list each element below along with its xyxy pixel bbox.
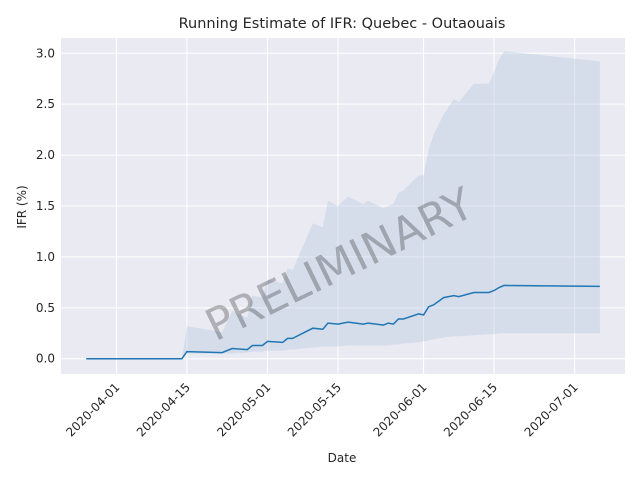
y-tick-label: 2.0 [36,148,55,162]
y-axis-ticks: 0.0 0.5 1.0 1.5 2.0 2.5 3.0 [36,46,55,365]
y-axis-label: IFR (%) [15,185,29,228]
y-tick-label: 3.0 [36,46,55,60]
chart-title: Running Estimate of IFR: Quebec - Outaou… [179,16,506,32]
ifr-estimate-line [86,284,600,360]
x-axis-label: Date [328,451,357,465]
y-tick-label: 0.0 [36,352,55,366]
y-tick-label: 0.5 [36,301,55,315]
y-tick-label: 2.5 [36,97,55,111]
grid-lines [61,38,625,374]
y-tick-label: 1.5 [36,199,55,213]
y-tick-label: 1.0 [36,250,55,264]
confidence-band [86,51,600,359]
